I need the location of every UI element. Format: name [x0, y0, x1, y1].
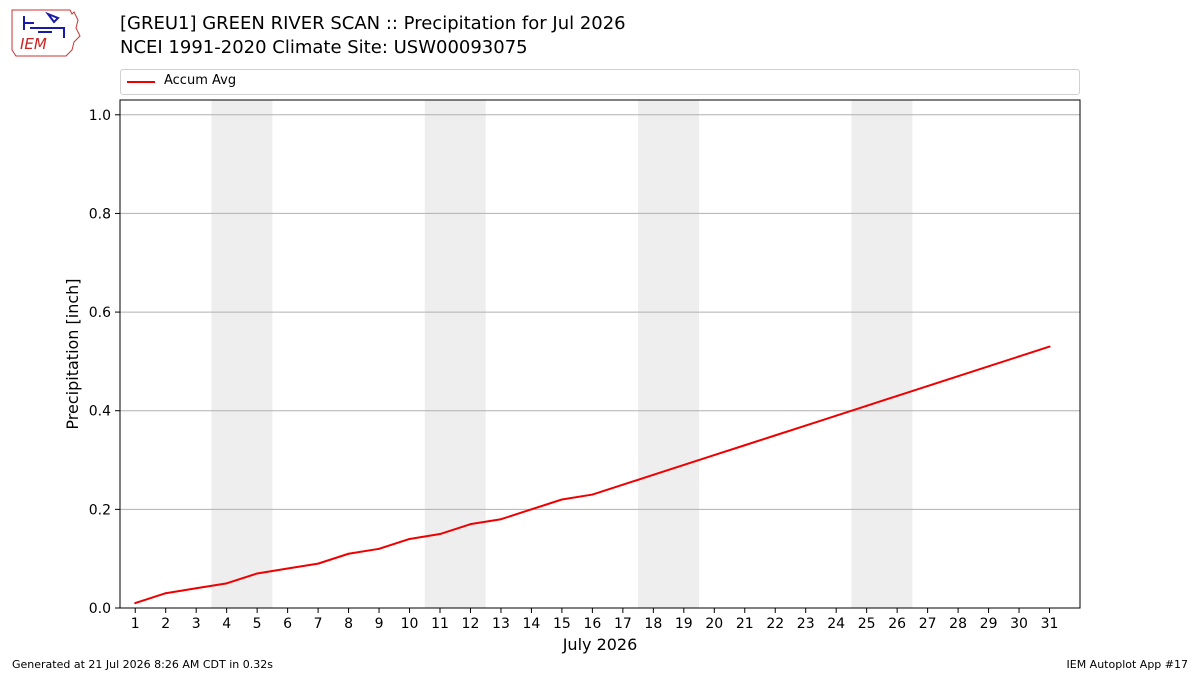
x-tick-label: 4 — [222, 616, 231, 632]
data-point — [835, 414, 838, 417]
data-point — [469, 523, 472, 526]
x-tick-label: 13 — [492, 616, 510, 632]
data-point — [499, 518, 502, 521]
gridlines — [120, 114, 1080, 510]
app-credit: IEM Autoplot App #17 — [1066, 658, 1189, 671]
y-tick-label: 0.4 — [89, 404, 111, 420]
x-tick-label: 14 — [523, 616, 541, 632]
data-point — [164, 592, 167, 595]
x-tick-label: 8 — [344, 616, 353, 632]
data-point — [378, 547, 381, 550]
data-point — [896, 394, 899, 397]
data-point — [347, 552, 350, 555]
series-layer — [134, 345, 1051, 605]
y-tick-label: 1.0 — [89, 108, 111, 124]
x-tick-label: 23 — [797, 616, 815, 632]
data-point — [713, 454, 716, 457]
x-tick-label: 15 — [553, 616, 571, 632]
data-point — [256, 572, 259, 575]
x-tick-label: 25 — [858, 616, 876, 632]
data-point — [774, 434, 777, 437]
x-axis-label: July 2026 — [562, 635, 638, 654]
data-point — [225, 582, 228, 585]
data-point — [621, 483, 624, 486]
data-point — [987, 365, 990, 368]
x-tick-label: 7 — [314, 616, 323, 632]
data-point — [591, 493, 594, 496]
x-tick-label: 20 — [705, 616, 723, 632]
x-tick-label: 26 — [888, 616, 906, 632]
y-axis: 0.0 0.2 0.4 0.6 0.8 1.0 — [89, 108, 120, 617]
generated-timestamp: Generated at 21 Jul 2026 8:26 AM CDT in … — [12, 658, 273, 671]
x-tick-label: 9 — [375, 616, 384, 632]
x-tick-label: 11 — [431, 616, 449, 632]
data-point — [134, 602, 137, 605]
weather-instrument-icon — [23, 11, 65, 38]
weekend-bands — [211, 100, 913, 608]
data-point — [195, 587, 198, 590]
data-point — [1048, 345, 1051, 348]
x-tick-label: 29 — [980, 616, 998, 632]
data-point — [682, 463, 685, 466]
data-point — [926, 385, 929, 388]
data-point — [957, 375, 960, 378]
x-tick-label: 27 — [919, 616, 937, 632]
data-point — [804, 424, 807, 427]
data-point — [1018, 355, 1021, 358]
iem-logo: IEM — [11, 9, 81, 57]
y-tick-label: 0.8 — [89, 206, 111, 222]
chart-subtitle: NCEI 1991-2020 Climate Site: USW00093075 — [120, 37, 528, 58]
data-point — [743, 444, 746, 447]
weekend-band — [638, 100, 700, 608]
x-tick-label: 10 — [401, 616, 419, 632]
legend-label: Accum Avg — [164, 73, 237, 88]
x-tick-label: 22 — [766, 616, 784, 632]
x-tick-label: 17 — [614, 616, 632, 632]
x-tick-label: 31 — [1041, 616, 1059, 632]
chart-legend: Accum Avg — [120, 69, 1080, 95]
data-point — [439, 533, 441, 536]
x-tick-label: 24 — [827, 616, 845, 632]
x-tick-label: 19 — [675, 616, 693, 632]
x-tick-label: 2 — [161, 616, 170, 632]
y-tick-label: 0.0 — [89, 601, 111, 617]
y-tick-label: 0.2 — [89, 502, 111, 518]
x-tick-label: 30 — [1010, 616, 1028, 632]
plot-frame — [119, 99, 1081, 609]
data-point — [865, 404, 868, 407]
x-tick-label: 1 — [131, 616, 140, 632]
y-tick-label: 0.6 — [89, 305, 111, 321]
x-axis: 1 2 3 4 5 6 7 8 9 10 11 12 13 14 15 16 17 18 19 20 21 22 23 24 2… — [131, 608, 1059, 632]
x-tick-label: 16 — [583, 616, 601, 632]
x-tick-label: 12 — [462, 616, 480, 632]
chart-title: [GREU1] GREEN RIVER SCAN :: Precipitatio… — [120, 13, 626, 34]
x-tick-label: 21 — [736, 616, 754, 632]
weekend-band — [424, 100, 486, 608]
logo-text: IEM — [20, 35, 47, 53]
legend-swatch — [127, 81, 155, 83]
x-tick-label: 3 — [192, 616, 201, 632]
data-point — [530, 508, 533, 511]
data-point — [652, 473, 655, 476]
x-tick-label: 18 — [644, 616, 662, 632]
x-tick-label: 5 — [253, 616, 262, 632]
weekend-band — [851, 100, 913, 608]
x-tick-label: 6 — [283, 616, 292, 632]
data-point — [286, 567, 289, 570]
data-point — [317, 562, 320, 565]
data-point — [560, 498, 563, 501]
weekend-band — [211, 100, 273, 608]
x-tick-label: 28 — [949, 616, 967, 632]
data-point — [408, 537, 411, 540]
y-axis-label: Precipitation [inch] — [63, 278, 82, 429]
